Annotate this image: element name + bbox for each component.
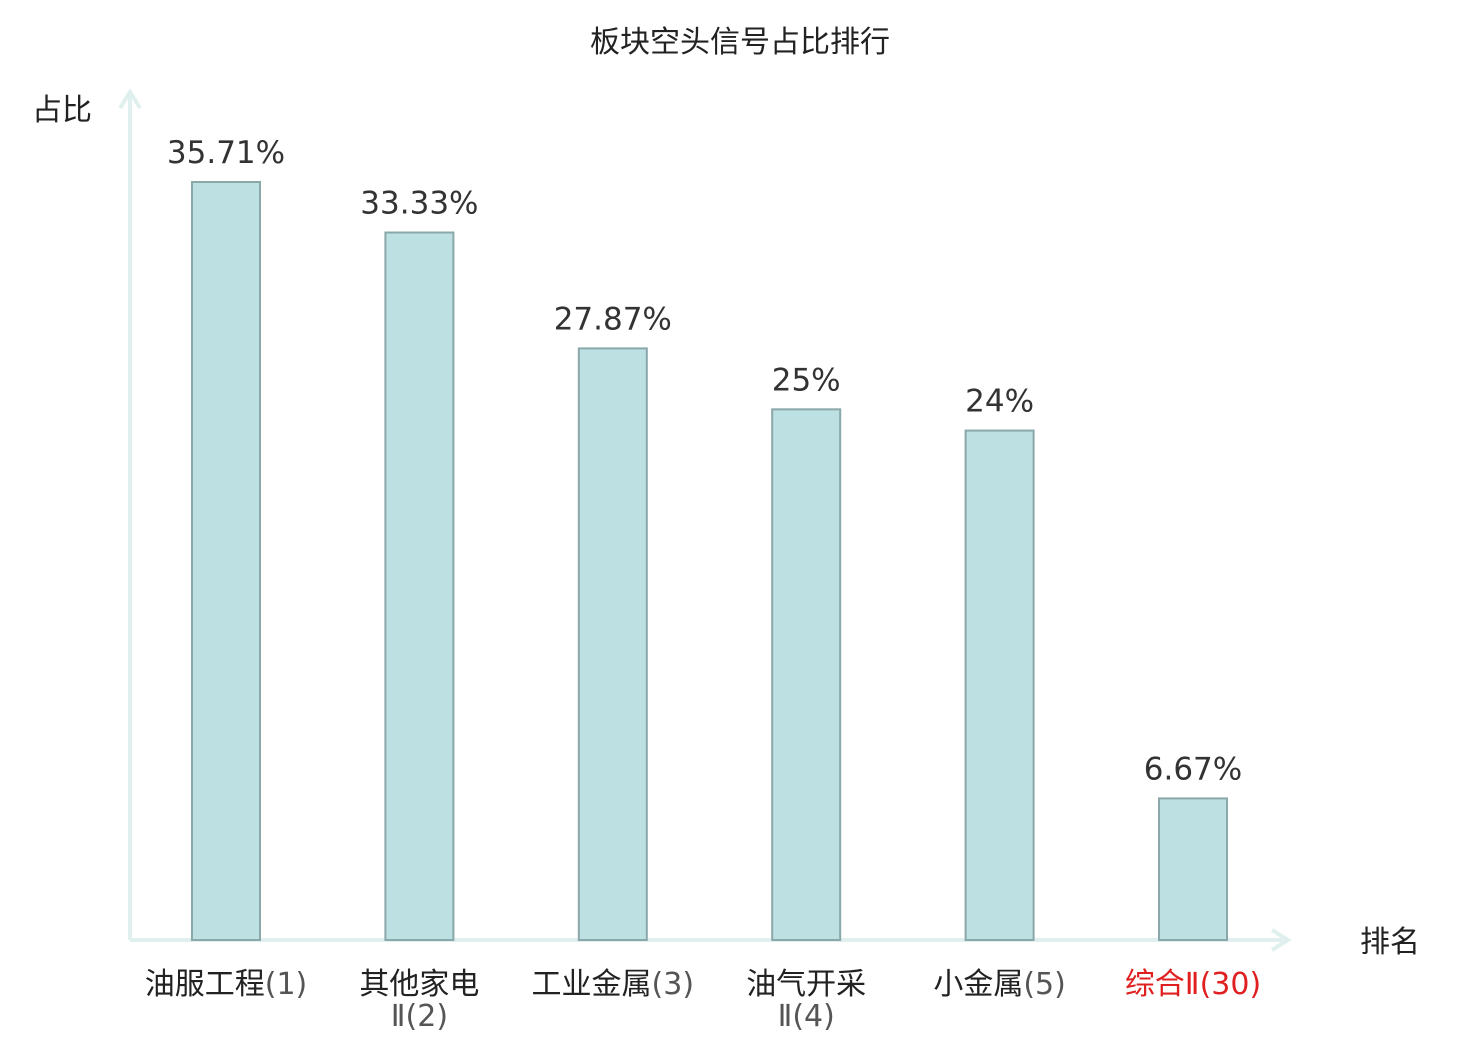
value-label-1: 35.71% [167, 135, 285, 171]
bars-group [191, 181, 1228, 942]
bar-4 [771, 408, 842, 942]
value-labels-group: 35.71% 33.33% 27.87% 25% 24% 6.67% [167, 135, 1242, 787]
category-label-4: 油气开采 Ⅱ(4) [746, 967, 866, 1034]
chart-title: 板块空头信号占比排行 [590, 25, 890, 60]
value-label-6: 6.67% [1144, 751, 1242, 787]
bar-1 [191, 181, 261, 941]
value-label-3: 27.87% [554, 301, 672, 337]
bar-3 [577, 347, 648, 941]
value-label-4: 25% [772, 362, 841, 398]
category-label-2: 其他家电 Ⅱ(2) [359, 967, 479, 1034]
x-axis [130, 928, 1292, 952]
y-axis-label: 占比 [32, 93, 92, 128]
category-label-5: 小金属(5) [933, 967, 1066, 1002]
bar-2 [384, 231, 455, 942]
bar-6 [1158, 797, 1228, 942]
y-axis [118, 88, 142, 940]
category-label-3: 工业金属(3) [532, 967, 695, 1002]
category-label-1: 油服工程(1) [145, 967, 308, 1002]
bar-5 [964, 429, 1035, 941]
category-labels-group: 油服工程(1) 其他家电 Ⅱ(2) 工业金属(3) 油气开采 Ⅱ(4) 小金属(5) 综合Ⅱ(… [145, 967, 1261, 1034]
x-axis-label: 排名 [1360, 925, 1420, 960]
value-label-5: 24% [965, 384, 1034, 420]
category-label-6: 综合Ⅱ(30) [1125, 967, 1261, 1002]
value-label-2: 33.33% [360, 186, 478, 222]
